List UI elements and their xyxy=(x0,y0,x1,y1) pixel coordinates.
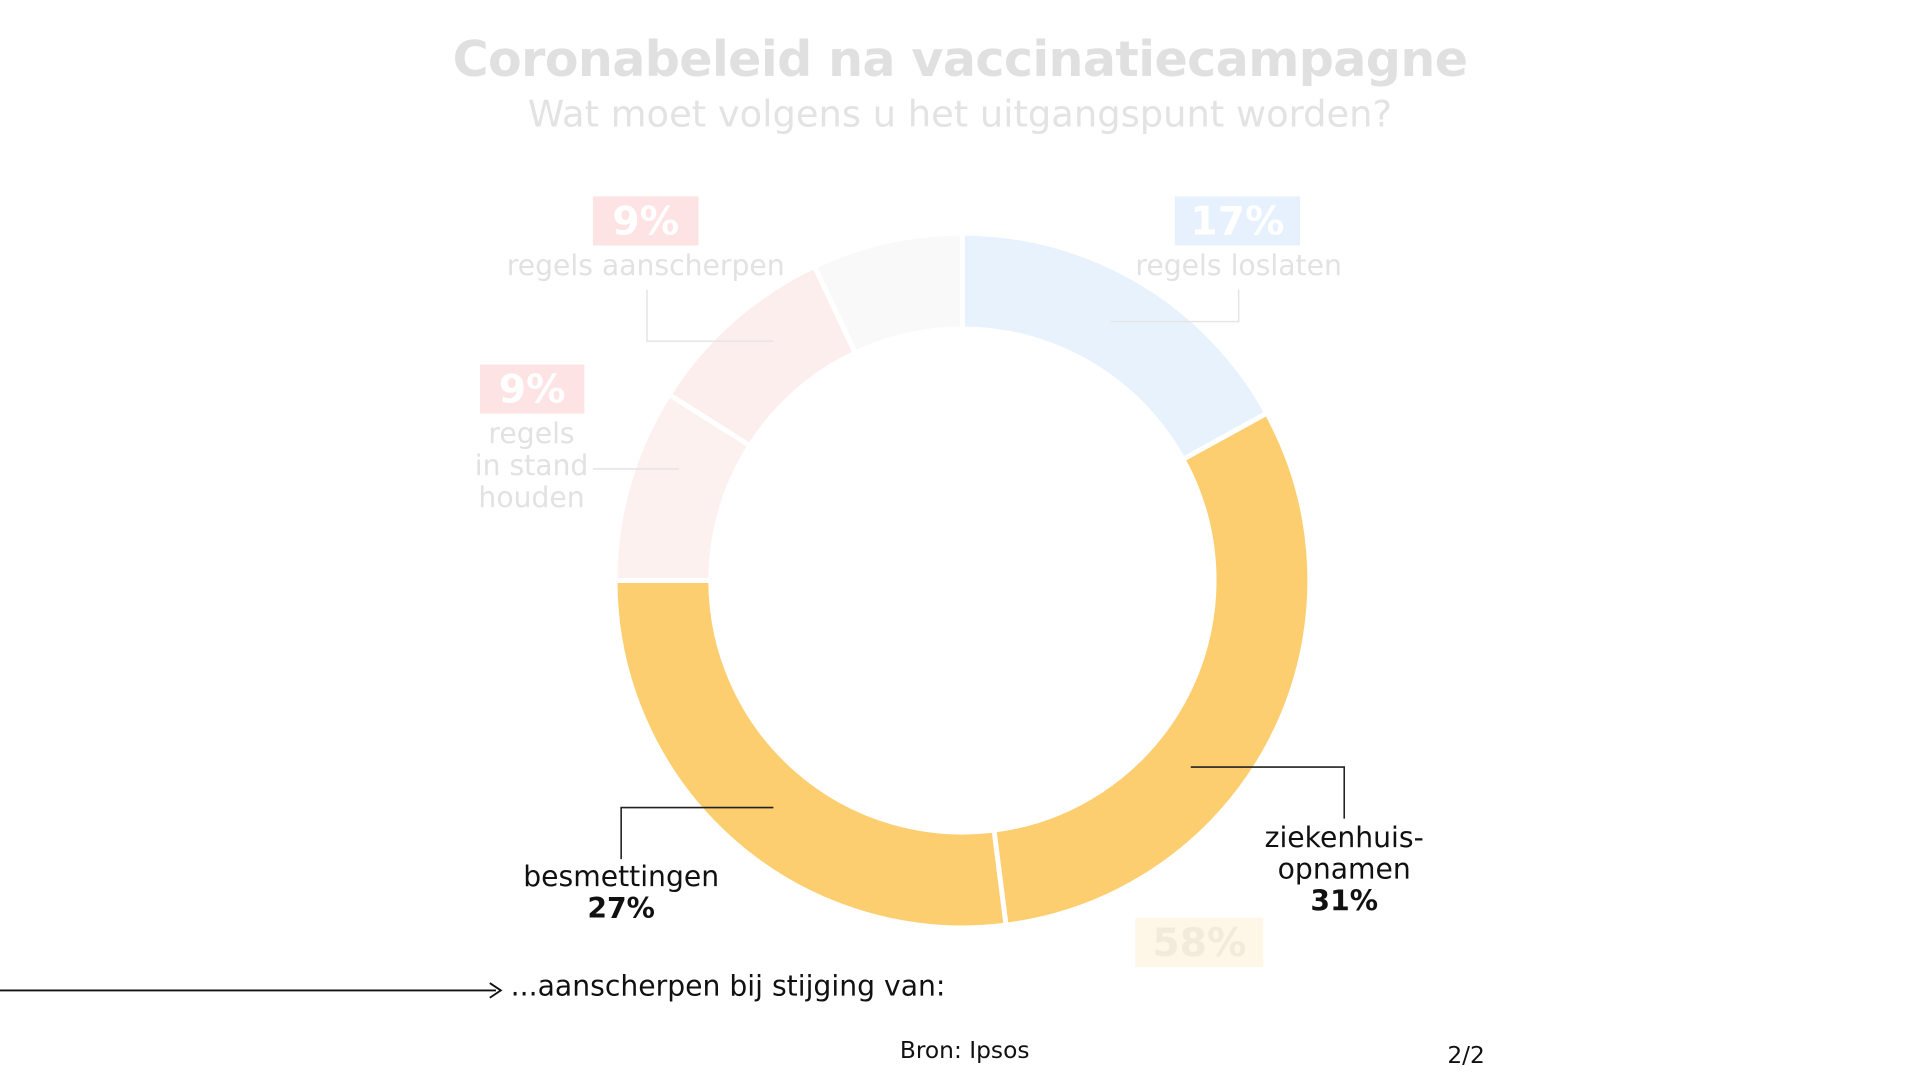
chart-title: Coronabeleid na vaccinatiecampagne xyxy=(452,31,1468,89)
leader-line-aanscherpen xyxy=(646,289,774,342)
slice-label-standhouden: regels in stand houden xyxy=(462,419,602,515)
slice-label-standhouden-line1: regels xyxy=(488,418,575,451)
donut-slice-5 xyxy=(811,230,965,357)
chart-subtitle: Wat moet volgens u het uitgangspunt word… xyxy=(527,93,1393,137)
slice-label-aanscherpen-pct: 9% xyxy=(592,196,699,246)
slice-label-ziekenhuis-line1: ziekenhuis- xyxy=(1264,822,1424,855)
leader-line-ziekenhuis xyxy=(1190,766,1346,819)
slice-label-standhouden-line2: in stand xyxy=(474,450,589,483)
source-text: Bron: Ipsos xyxy=(899,1037,1030,1065)
group-total-badge: 58% xyxy=(1135,918,1264,968)
slice-label-ziekenhuis-pct: 31% xyxy=(1310,886,1379,919)
arrow-head-icon xyxy=(489,982,503,999)
slice-label-ziekenhuis: ziekenhuis- opnamen 31% xyxy=(1252,822,1436,918)
slice-label-standhouden-line3: houden xyxy=(478,482,585,515)
slice-label-besmettingen-pct: 27% xyxy=(587,893,655,926)
donut-slice-2 xyxy=(612,578,1009,931)
slice-label-besmettingen: besmettingen 27% xyxy=(516,862,727,926)
slice-label-aanscherpen: regels aanscherpen xyxy=(506,250,785,283)
donut-slice-1 xyxy=(991,409,1313,928)
leader-line-loslaten xyxy=(1110,289,1240,323)
slice-label-loslaten: regels loslaten xyxy=(1135,250,1342,283)
slice-label-ziekenhuis-line2: opnamen xyxy=(1277,854,1411,887)
slice-label-loslaten-pct: 17% xyxy=(1174,196,1301,246)
slice-label-standhouden-pct: 9% xyxy=(479,364,585,414)
footnote-text: ...aanscherpen bij stijging van: xyxy=(510,970,946,1003)
slice-label-besmettingen-text: besmettingen xyxy=(523,861,720,894)
page-indicator: 2/2 xyxy=(1447,1041,1485,1069)
leader-line-besmettingen xyxy=(620,806,774,860)
